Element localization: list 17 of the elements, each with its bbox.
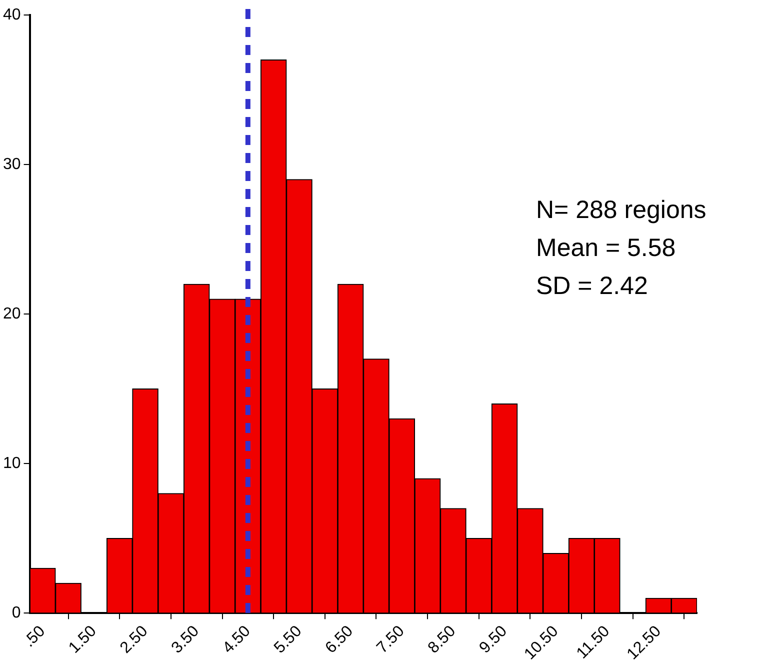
y-tick-label: 30 xyxy=(3,156,21,173)
x-tick-label: 7.50 xyxy=(374,622,408,657)
x-tick-label: 5.50 xyxy=(271,622,306,657)
y-tick-label: 10 xyxy=(3,454,21,472)
x-tick-label: .50 xyxy=(20,622,49,651)
annotation: SD = 2.42 xyxy=(536,272,648,300)
x-tick-label: 9.50 xyxy=(476,622,511,657)
x-tick-label: 8.50 xyxy=(425,622,460,657)
annotation: N= 288 regions xyxy=(536,196,706,224)
y-tick-label: 0 xyxy=(12,604,21,622)
x-tick-label: 4.50 xyxy=(220,622,254,657)
y-tick-label: 20 xyxy=(3,305,21,322)
y-tick-label: 40 xyxy=(3,6,21,24)
annotation: Mean = 5.58 xyxy=(536,234,676,262)
x-tick-label: 3.50 xyxy=(168,622,203,657)
x-tick-label: 1.50 xyxy=(66,622,100,657)
x-tick-label: 6.50 xyxy=(322,622,357,657)
